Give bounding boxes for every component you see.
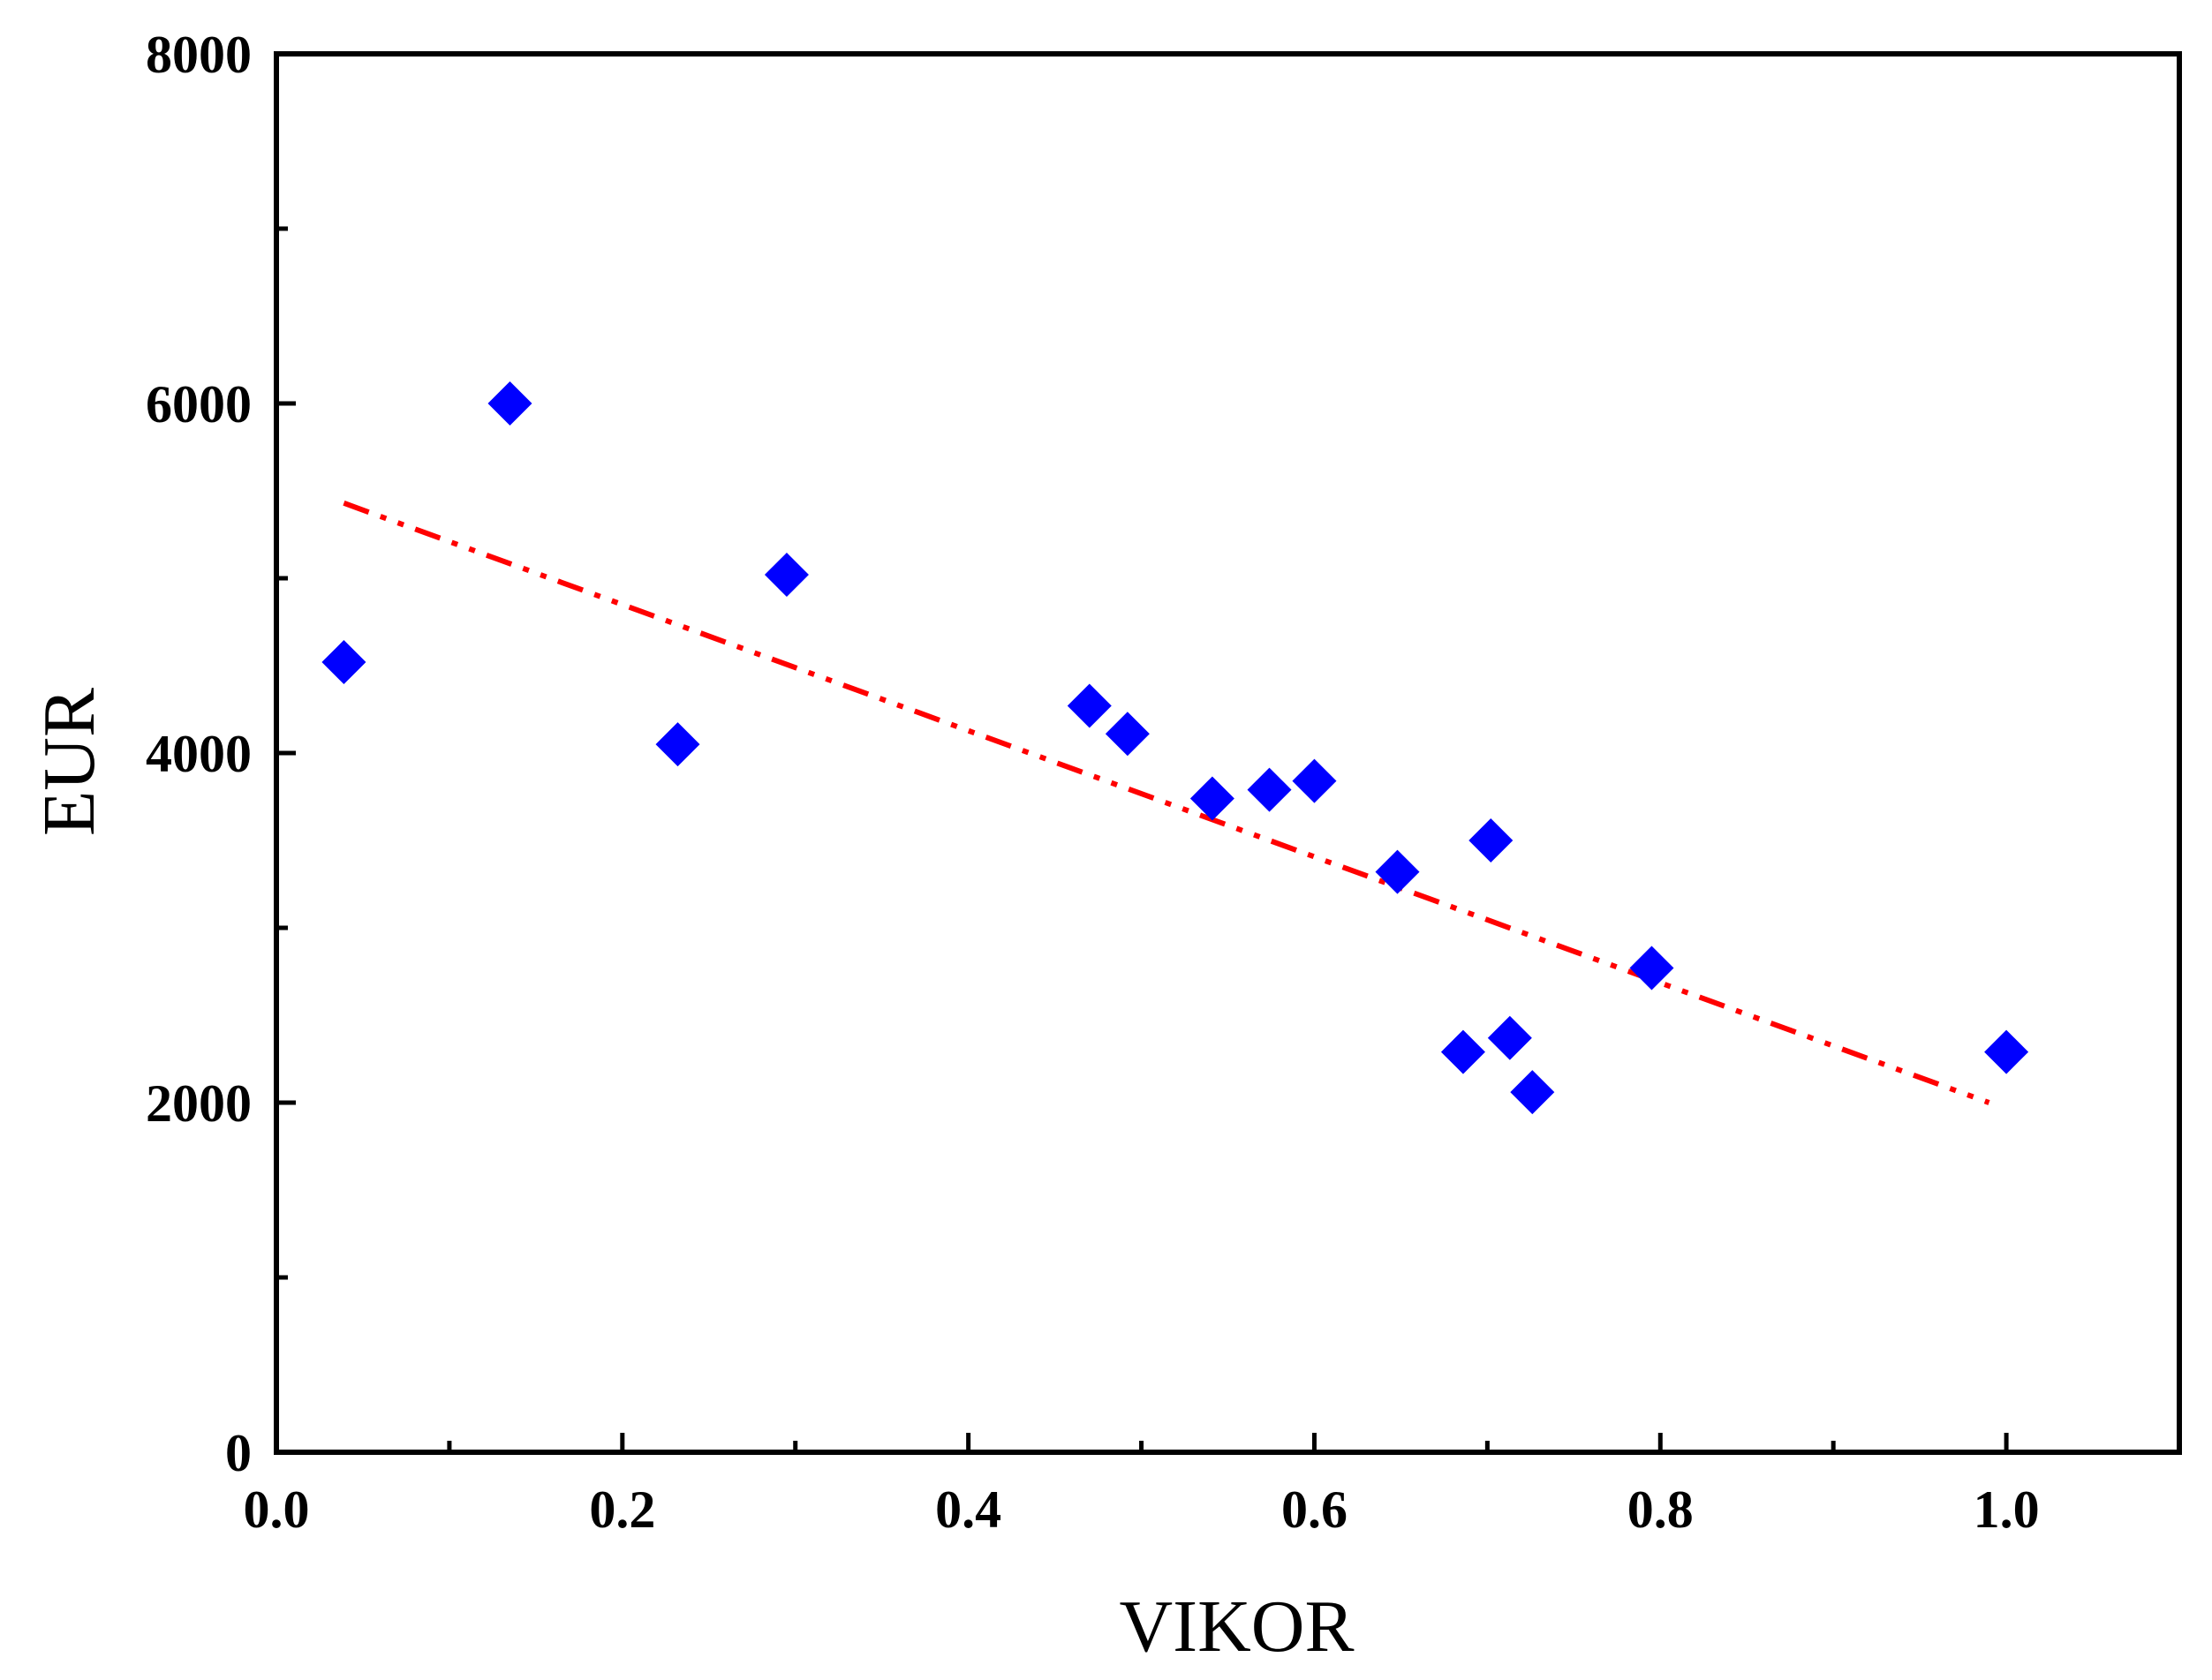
- y-tick-label: 0: [225, 1424, 252, 1482]
- x-tick-label: 0.2: [589, 1480, 655, 1539]
- y-axis-tick-labels: 0 2000 4000 6000 8000: [146, 26, 252, 1482]
- data-point: [321, 640, 366, 685]
- x-tick-label: 0.8: [1627, 1480, 1694, 1539]
- data-point: [1629, 945, 1674, 991]
- data-point: [1292, 758, 1337, 803]
- axis-ticks: [274, 51, 2009, 1455]
- data-point: [1189, 776, 1234, 821]
- x-tick-label: 0.6: [1281, 1480, 1348, 1539]
- data-point: [1440, 1029, 1485, 1074]
- data-point: [1510, 1070, 1555, 1115]
- y-tick-label: 8000: [146, 26, 252, 84]
- data-point: [1247, 767, 1292, 812]
- data-point: [655, 722, 700, 767]
- y-tick-label: 2000: [146, 1074, 252, 1133]
- x-axis-tick-labels: 0.0 0.2 0.4 0.6 0.8 1.0: [244, 1480, 2040, 1539]
- y-tick-label: 6000: [146, 375, 252, 433]
- y-axis-title: EUR: [28, 688, 110, 836]
- fit-line-layer: [343, 501, 1990, 1105]
- data-point: [1067, 683, 1112, 728]
- y-tick-label: 4000: [146, 725, 252, 783]
- data-point: [487, 381, 532, 426]
- fit-line: [343, 501, 1990, 1105]
- data-point: [1984, 1029, 2029, 1074]
- data-point: [1375, 849, 1420, 894]
- x-axis-title: VIKOR: [1120, 1586, 1355, 1668]
- x-tick-label: 0.0: [244, 1480, 310, 1539]
- data-point: [1468, 818, 1514, 863]
- data-point: [1105, 712, 1150, 757]
- x-tick-label: 1.0: [1974, 1480, 2040, 1539]
- data-point: [1487, 1015, 1532, 1060]
- x-tick-label: 0.4: [935, 1480, 1001, 1539]
- data-point: [764, 553, 809, 598]
- data-points-layer: [321, 381, 2029, 1115]
